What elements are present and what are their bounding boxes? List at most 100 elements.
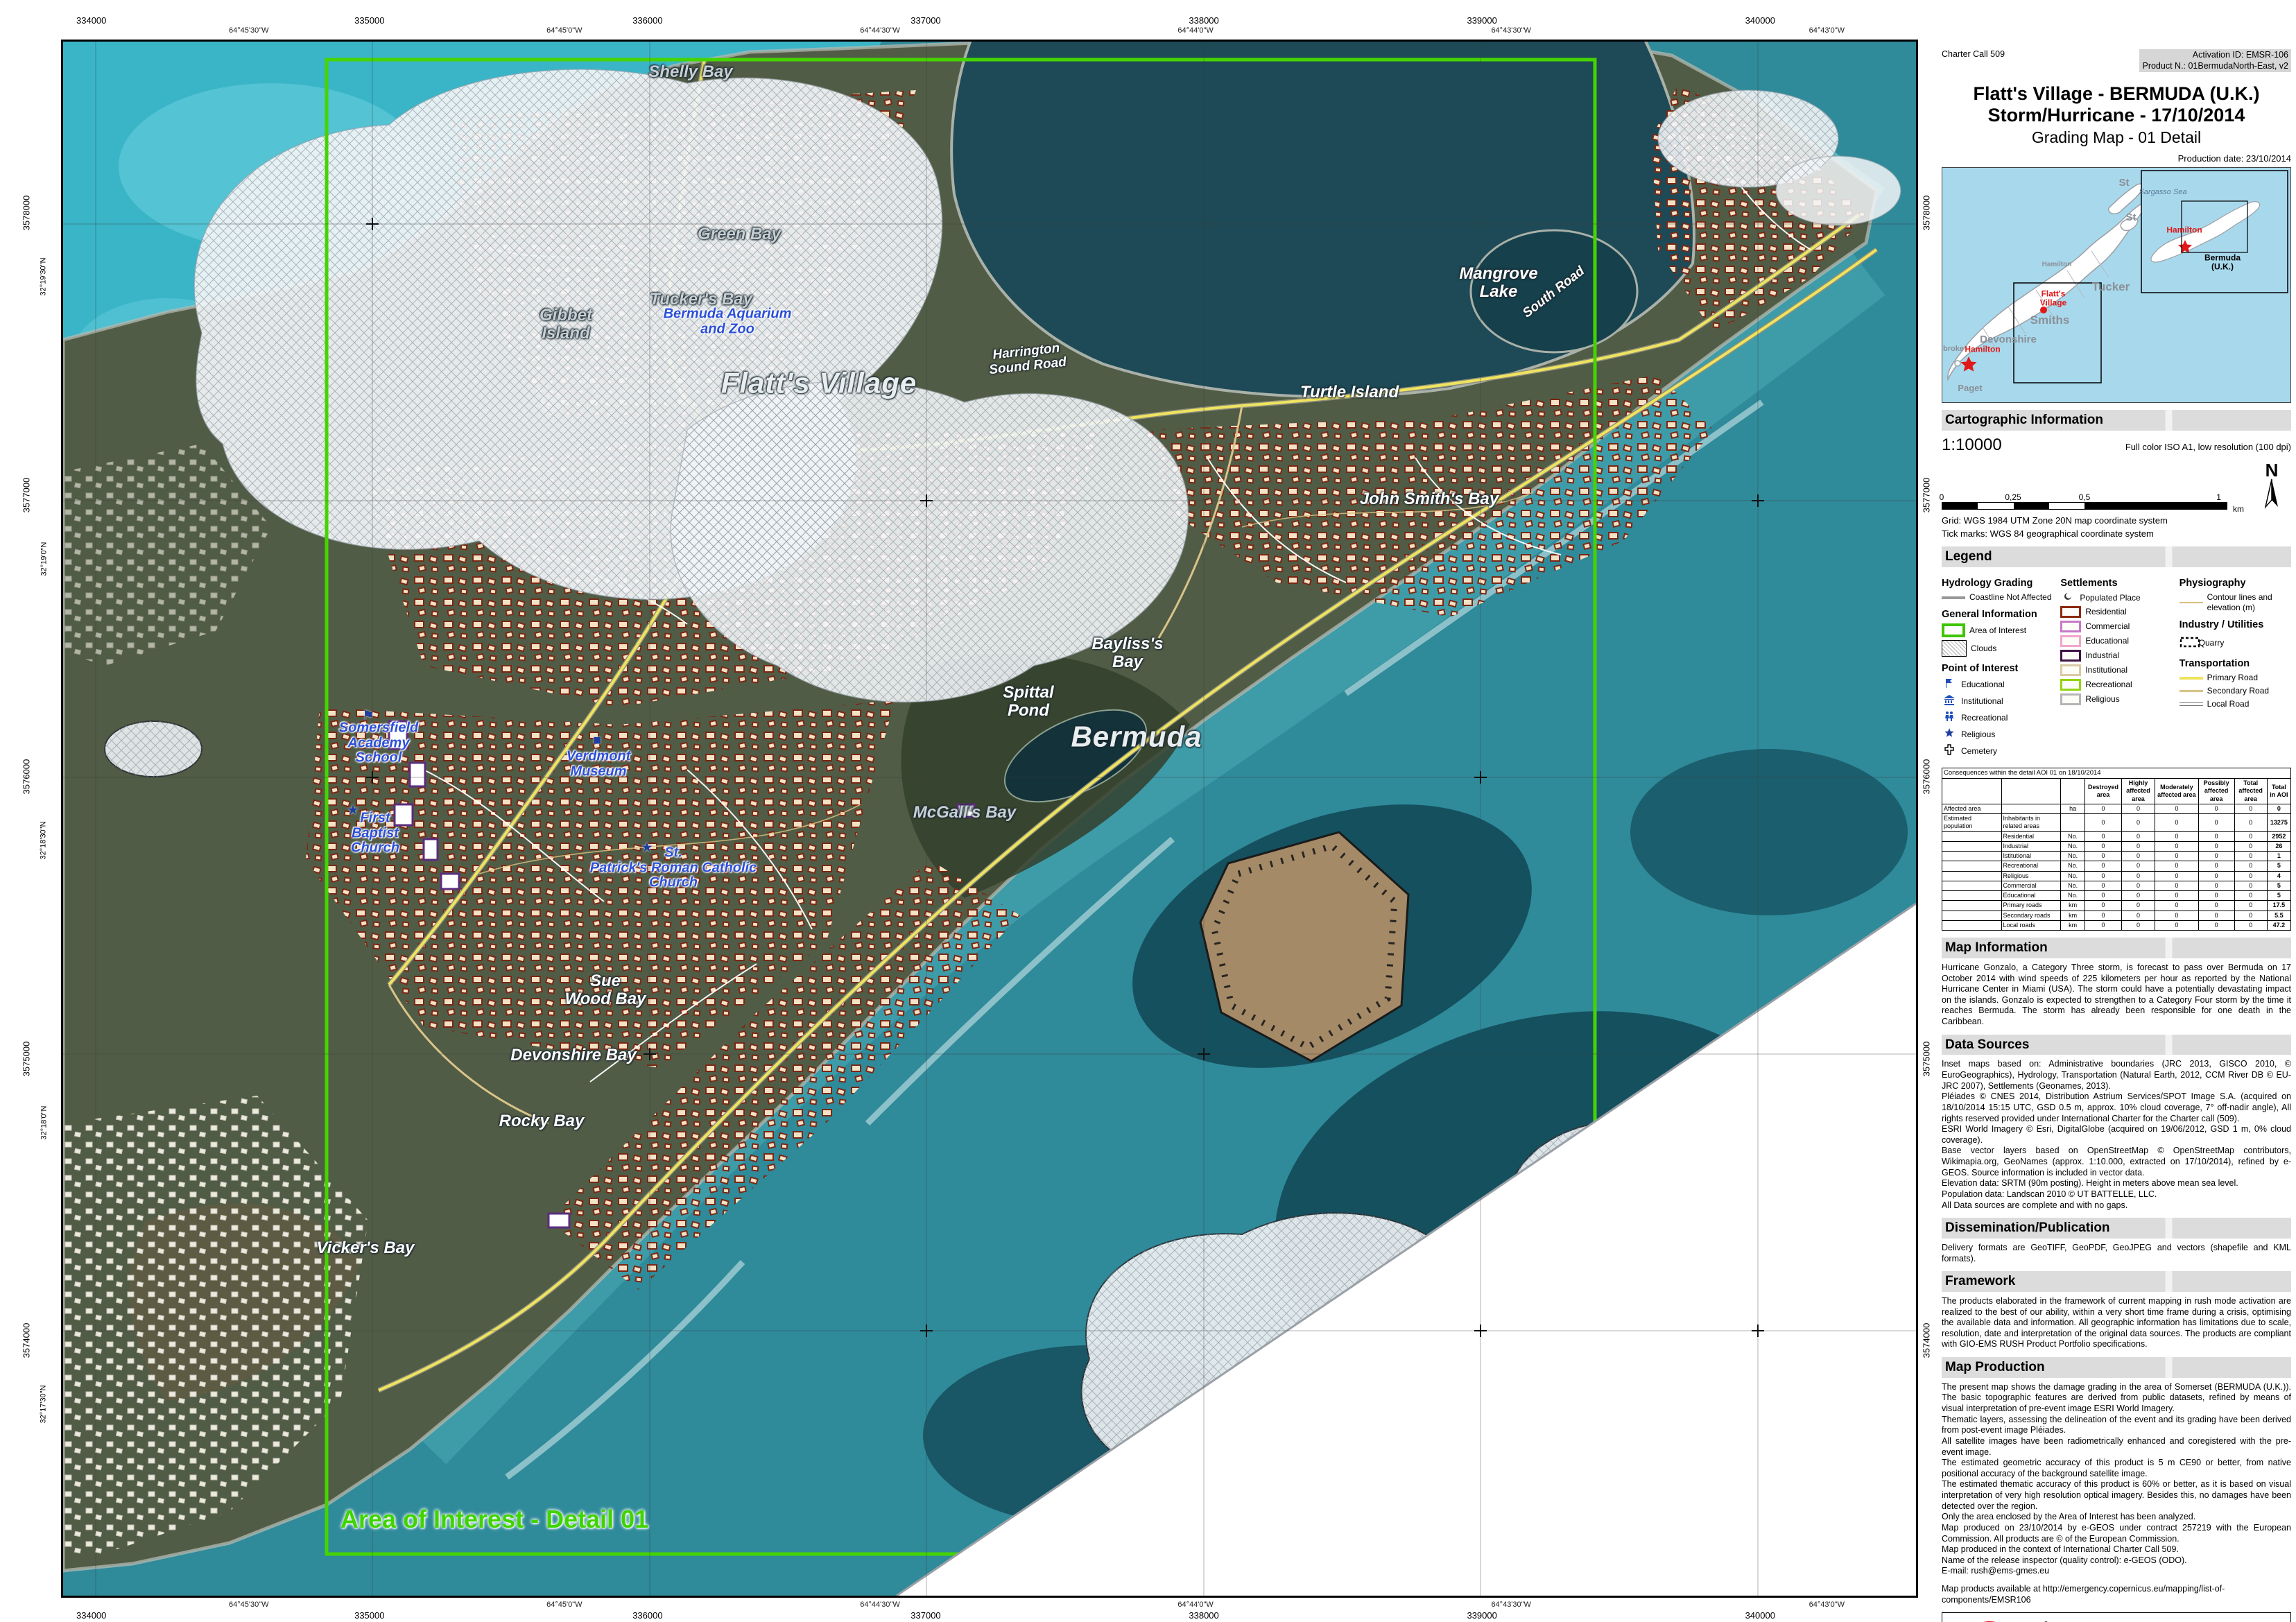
- top-lon-ticks: 64°45'30"W 64°45'0"W 64°44'30"W 64°44'0"W 64…: [229, 26, 1845, 35]
- religious-icon: [1942, 727, 1957, 741]
- table-row: Estimated population Inhabitants in relat…: [1942, 813, 2292, 832]
- legend-label: Educational: [2085, 636, 2130, 646]
- legend-label: Educational: [1961, 679, 2005, 689]
- badge-label: Humanitarian Aid: [2056, 1621, 2125, 1622]
- tick-label: 339000: [1467, 15, 1497, 26]
- column-header: Highly affected area: [2121, 778, 2156, 804]
- legend-col-3: Physiography Contour lines and elevation…: [2179, 571, 2291, 761]
- contour-symbol: [2179, 602, 2203, 604]
- dissemination-text: Delivery formats are GeoTIFF, GeoPDF, Ge…: [1942, 1242, 2291, 1263]
- tick-label: 3575000: [1921, 1041, 1931, 1076]
- scalebar-tick: 1: [2216, 492, 2221, 502]
- tick-label: 336000: [632, 1610, 663, 1621]
- educational-swatch: [2060, 635, 2082, 648]
- section-cartographic-information: Cartographic Information: [1942, 410, 2291, 431]
- tick-label: 64°44'30"W: [860, 26, 900, 35]
- aoi-symbol: [1942, 623, 1965, 638]
- tick-label: 64°45'0"W: [546, 26, 582, 35]
- tick-label: 64°44'30"W: [860, 1601, 900, 1609]
- legend-col-1: Hydrology Grading Coastline Not Affected…: [1942, 571, 2053, 761]
- left-utm-ticks: 3578000 3577000 3576000 3575000 3574000: [19, 196, 32, 1358]
- top-utm-ticks: 334000 335000 336000 337000 338000 339000 3400…: [76, 15, 1775, 26]
- tick-label: 32°17'30"N: [40, 1385, 48, 1424]
- legend-group-heading: Point of Interest: [1942, 663, 2019, 675]
- tick-label: 3574000: [1921, 1322, 1931, 1358]
- legend-group-heading: General Information: [1942, 609, 2037, 621]
- legend-group-heading: Settlements: [2060, 577, 2118, 589]
- institutional-swatch: [2060, 664, 2082, 677]
- sidebar: Charter Call 509 Activation ID: EMSR-106…: [1939, 40, 2292, 1622]
- tick-label: 337000: [910, 1610, 941, 1621]
- scalebar-tick: 0,25: [2005, 492, 2021, 502]
- tick-label: 334000: [76, 15, 107, 26]
- map-viewport[interactable]: Shelly Bay Green Bay Tucker's Bay Bermud…: [61, 40, 1918, 1598]
- tick-label: 337000: [910, 15, 941, 26]
- section-legend: Legend: [1942, 546, 2291, 567]
- column-header: Destroyed area: [2084, 778, 2122, 804]
- industrial-buildings: [388, 720, 976, 1229]
- legend-label: Quarry: [2198, 637, 2225, 648]
- scalebar-tick: 0: [1939, 492, 1944, 502]
- tick-label: 32°18'30"N: [40, 821, 48, 860]
- tick-label: 338000: [1189, 1610, 1219, 1621]
- section-map-information: Map Information: [1942, 938, 2291, 958]
- inland-water-layer: [950, 42, 1695, 803]
- primary-road-symbol: [2179, 676, 2203, 680]
- bottom-utm-ticks: 334000 335000 336000 337000 338000 339000 3400…: [76, 1610, 1775, 1621]
- legend-label: Primary Road: [2207, 673, 2259, 683]
- product-stamp-box: Storm/Hurricane Humanitarian Aid Respons…: [1942, 1612, 2291, 1622]
- section-map-production: Map Production: [1942, 1357, 2291, 1378]
- tick-label: 336000: [632, 15, 663, 26]
- format-note: Full color ISO A1, low resolution (100 d…: [2125, 442, 2291, 453]
- tick-label: 64°43'0"W: [1809, 26, 1845, 35]
- inset-map[interactable]: St St Sargasso Sea Hamilton Bermuda (U.K…: [1942, 167, 2291, 404]
- data-sources-text: Inset maps based on: Administrative boun…: [1942, 1059, 2291, 1210]
- tick-label: 3575000: [21, 1041, 31, 1076]
- tick-label: 64°45'30"W: [229, 26, 269, 35]
- tick-label: 3577000: [1921, 477, 1931, 512]
- grid-note: Grid: WGS 1984 UTM Zone 20N map coordina…: [1942, 515, 2168, 526]
- tick-label: 64°44'0"W: [1177, 1601, 1214, 1609]
- no-data-area: [896, 902, 1916, 1596]
- clouds-symbol: [1942, 640, 1967, 657]
- legend-label: Religious: [2085, 694, 2120, 705]
- section-framework: Framework: [1942, 1271, 2291, 1292]
- tick-label: 335000: [354, 1610, 385, 1621]
- industrial-swatch: [2060, 650, 2082, 662]
- residential-swatch: [2060, 606, 2082, 619]
- tick-label: 3576000: [21, 759, 31, 795]
- quarry-icon: [2180, 634, 2200, 652]
- tick-label: 3578000: [21, 195, 31, 231]
- recreational-swatch: [2060, 679, 2082, 691]
- legend-group-heading: Hydrology Grading: [1942, 577, 2033, 589]
- inset-inner: [2141, 170, 2288, 294]
- map-title-line1: Flatt's Village - BERMUDA (U.K.): [1973, 83, 2260, 105]
- section-dissemination: Dissemination/Publication: [1942, 1218, 2291, 1239]
- activation-id: Activation ID: EMSR-106: [2192, 50, 2288, 60]
- tick-label: 334000: [76, 1610, 107, 1621]
- legend-group-heading: Transportation: [2179, 658, 2250, 670]
- inset-canvas: [1942, 168, 2290, 403]
- tick-label: 64°43'30"W: [1491, 26, 1531, 35]
- tick-label: 64°45'30"W: [229, 1601, 269, 1609]
- legend-label: Commercial: [2085, 621, 2130, 632]
- column-header: Moderately affected area: [2155, 778, 2199, 804]
- legend-label: Residential: [2085, 607, 2127, 617]
- cemetery-icon: [1942, 744, 1957, 758]
- legend-group-heading: Physiography: [2179, 577, 2246, 589]
- north-arrow: N: [2252, 461, 2291, 513]
- map-title-line3: Grading Map - 01 Detail: [2031, 128, 2202, 147]
- products-link[interactable]: Map products available at http://emergen…: [1942, 1584, 2225, 1605]
- legend-label: Institutional: [2085, 665, 2128, 675]
- educational-icon: [1942, 678, 1957, 691]
- tick-label: 339000: [1467, 1610, 1497, 1621]
- tick-label: 64°43'0"W: [1809, 1601, 1845, 1609]
- graticule-crosses: [366, 218, 1764, 1337]
